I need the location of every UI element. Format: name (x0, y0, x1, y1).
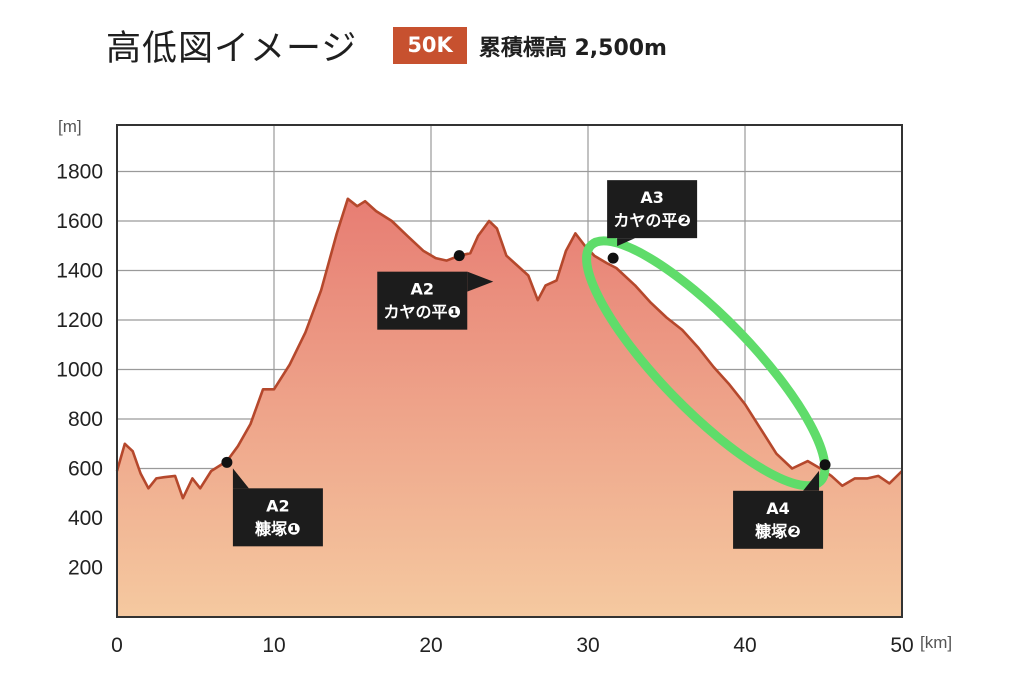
chart-header: 高低図イメージ 50K 累積標高 2,500m (106, 20, 667, 71)
callout-code: A4 (766, 499, 790, 518)
elevation-gain-label: 累積標高 2,500m (478, 35, 667, 61)
y-tick-label: 200 (68, 557, 103, 580)
aid-station-marker (221, 456, 233, 468)
callout-name: 糠塚❷ (754, 522, 801, 541)
callout-pointer (617, 238, 636, 247)
y-tick-label: 1000 (56, 359, 103, 382)
annotation-callout: A2 カヤの平❶ (377, 250, 494, 330)
aid-station-marker (453, 250, 465, 262)
chart-title: 高低図イメージ (106, 29, 358, 69)
x-tick-label: 50 (890, 634, 913, 657)
callout-pointer (232, 468, 249, 489)
x-tick-label: 20 (419, 634, 442, 657)
distance-badge: 50K (393, 27, 467, 64)
y-tick-label: 1200 (56, 309, 103, 332)
x-tick-label: 40 (733, 634, 756, 657)
y-tick-label: 1400 (56, 260, 103, 283)
callout-name: カヤの平❷ (613, 211, 691, 230)
callout-name: 糠塚❶ (254, 519, 301, 538)
callout-box (232, 488, 323, 547)
x-tick-label: 0 (111, 634, 123, 657)
callout-box (607, 180, 698, 239)
callout-pointer (467, 271, 494, 292)
annotation-callout: A3 カヤの平❷ (607, 180, 698, 264)
annotation-callout: A2 糠塚❶ (221, 456, 323, 547)
callout-code: A3 (640, 188, 664, 207)
y-tick-label: 600 (68, 458, 103, 481)
y-axis-unit-label: [m] (58, 117, 82, 136)
callout-code: A2 (411, 280, 435, 299)
annotation-layer: A2 糠塚❶ A2 カヤの平❶ A3 カヤの平❷ A4 糠塚❷ (221, 180, 831, 549)
x-tick-label: 30 (576, 634, 599, 657)
x-tick-label: 10 (262, 634, 285, 657)
callout-box (377, 271, 468, 330)
callout-name: カヤの平❶ (383, 303, 461, 322)
highlight-ellipse (582, 236, 830, 491)
y-tick-label: 1800 (56, 161, 103, 184)
callout-pointer (803, 470, 820, 491)
callout-box (733, 490, 824, 549)
y-tick-label: 400 (68, 507, 103, 530)
aid-station-marker (819, 459, 831, 471)
x-axis-unit-label: [km] (920, 633, 952, 652)
elevation-area (117, 198, 902, 618)
annotation-callout: A4 糠塚❷ (733, 459, 831, 549)
callout-code: A2 (266, 496, 290, 515)
plot-frame (116, 124, 903, 618)
y-tick-label: 800 (68, 408, 103, 431)
aid-station-marker (607, 252, 619, 264)
axis-layer: 0 10 20 30 40 50 200 400 600 800 1000 1200 1400 1600 1… (56, 161, 913, 657)
elevation-line (115, 197, 903, 500)
y-tick-label: 1600 (56, 210, 103, 233)
